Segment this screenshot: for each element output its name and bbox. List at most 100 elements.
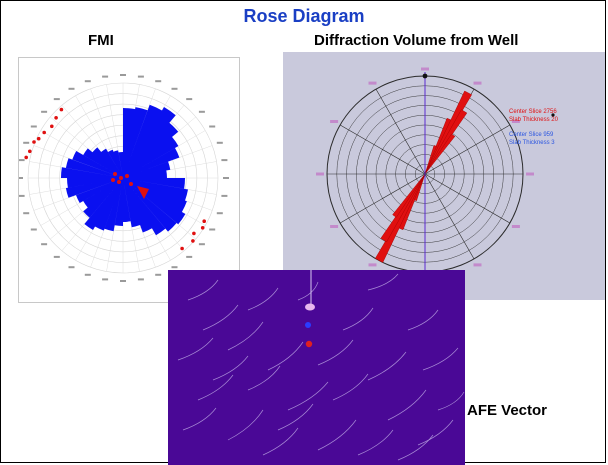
diffraction-azimuth-mark	[473, 263, 482, 267]
legend-cursor-dot	[551, 113, 555, 117]
fmi-grid-spoke	[75, 95, 124, 179]
diffraction-azimuth-mark	[511, 120, 520, 123]
fmi-center-markers	[111, 172, 149, 199]
afe-fault-line	[437, 391, 465, 411]
diffraction-rose-panel: Center Slice 2756 Slab Thickness 20 Cent…	[283, 52, 605, 300]
afe-fault-line	[227, 321, 264, 351]
fmi-rose-panel	[18, 57, 240, 303]
fmi-azimuth-tick	[68, 87, 75, 90]
diffraction-azimuth-mark	[330, 120, 339, 123]
fmi-azimuth-tick	[102, 75, 109, 78]
fmi-azimuth-tick	[68, 266, 75, 269]
fmi-center-point	[129, 182, 133, 186]
fmi-pole-point	[36, 136, 41, 141]
fmi-rose-diagram	[19, 74, 229, 282]
afe-fault-line	[227, 409, 264, 441]
diffraction-north-dot	[422, 73, 428, 79]
fmi-pole-point	[191, 239, 195, 243]
diffraction-grid-spoke	[339, 173, 426, 224]
fmi-grid-spoke	[29, 177, 124, 195]
fmi-azimuth-tick	[198, 243, 205, 246]
legend-blue-center: Center Slice 959	[509, 132, 554, 138]
page-title: Rose Diagram	[243, 6, 365, 26]
fmi-azimuth-tick	[53, 98, 60, 101]
diffraction-grid-spoke	[424, 173, 475, 260]
fmi-azimuth-tick	[19, 177, 23, 179]
fmi-grid-spoke	[122, 177, 196, 240]
fmi-azimuth-tick	[84, 80, 91, 83]
fmi-azimuth-tick	[23, 212, 30, 215]
diffraction-grid-spoke	[424, 124, 511, 175]
fmi-pole-point	[192, 231, 196, 236]
afe-fault-line	[277, 403, 314, 431]
fmi-grid-spoke	[40, 130, 124, 179]
fmi-rose-petals	[60, 104, 188, 236]
diffraction-rose-petals	[375, 90, 472, 263]
afe-fault-line	[342, 307, 374, 331]
afe-fault-line	[367, 273, 399, 291]
fmi-label: FMI	[88, 32, 114, 49]
fmi-center-point	[119, 176, 123, 180]
fmi-azimuth-tick	[171, 266, 178, 269]
afe-fault-line	[332, 373, 369, 401]
fmi-azimuth-tick	[221, 194, 228, 197]
diffraction-rose-diagram: Center Slice 2756 Slab Thickness 20 Cent…	[316, 67, 559, 300]
fmi-pole-point	[54, 116, 58, 120]
fmi-azimuth-tick	[41, 110, 48, 113]
fmi-grid-spoke	[33, 145, 124, 179]
afe-fault-line	[197, 374, 234, 401]
fmi-pole-point	[28, 149, 32, 154]
legend-red-thickness: Slab Thickness 20	[509, 117, 559, 123]
afe-fault-line	[367, 351, 407, 381]
fmi-pole-point	[32, 140, 36, 144]
fmi-azimuth-tick	[216, 141, 223, 144]
fmi-red-petal	[137, 186, 149, 199]
fmi-pole-point	[50, 124, 54, 129]
legend-red-center: Center Slice 2756	[509, 109, 557, 115]
diffraction-label: Diffraction Volume from Well	[314, 32, 519, 49]
afe-fault-line	[297, 281, 319, 301]
fmi-azimuth-tick	[30, 228, 37, 231]
afe-fault-line	[287, 381, 329, 411]
fmi-azimuth-tick	[155, 273, 162, 276]
diffraction-azimuth-mark	[511, 225, 520, 228]
fmi-center-point	[125, 174, 129, 178]
afe-fault-line	[317, 419, 357, 451]
fmi-azimuth-tick	[198, 110, 205, 113]
diffraction-azimuth-mark	[473, 81, 482, 85]
diffraction-rose-petal	[392, 173, 426, 218]
fmi-pole-point	[42, 130, 46, 135]
fmi-pole-point	[200, 226, 205, 230]
fmi-azimuth-ticks	[19, 74, 229, 282]
diffraction-rose-petal	[414, 173, 426, 201]
fmi-azimuth-tick	[102, 278, 109, 281]
well-marker-pink	[305, 303, 315, 311]
legend-blue-thickness: Slab Thickness 3	[509, 140, 555, 146]
fmi-azimuth-tick	[120, 280, 126, 282]
fmi-azimuth-tick	[53, 255, 60, 258]
fmi-azimuth-tick	[186, 255, 193, 258]
afe-fault-line	[397, 434, 434, 461]
afe-fault-line	[422, 347, 459, 371]
fmi-pole-point	[59, 107, 64, 112]
afe-fault-line	[202, 304, 239, 331]
fmi-azimuth-tick	[209, 125, 216, 128]
fmi-azimuth-tick	[19, 194, 25, 197]
fmi-azimuth-tick	[41, 243, 48, 246]
afe-fault-line	[387, 389, 427, 421]
fmi-azimuth-tick	[137, 75, 144, 78]
afe-fault-line	[247, 287, 279, 311]
afe-fault-line	[417, 419, 454, 446]
afe-fault-line	[317, 339, 354, 366]
fmi-azimuth-tick	[137, 278, 144, 281]
afe-fault-line	[262, 427, 299, 456]
fmi-center-point	[117, 180, 121, 184]
fmi-azimuth-tick	[30, 125, 37, 128]
diffraction-grid-spoke	[424, 173, 511, 224]
fmi-azimuth-tick	[19, 159, 25, 162]
fmi-azimuth-tick	[221, 159, 228, 162]
fmi-grid-spoke	[122, 130, 206, 179]
diffraction-grid-spoke	[339, 124, 426, 175]
afe-fault-line	[182, 407, 217, 431]
fmi-grid-spoke	[106, 84, 124, 179]
